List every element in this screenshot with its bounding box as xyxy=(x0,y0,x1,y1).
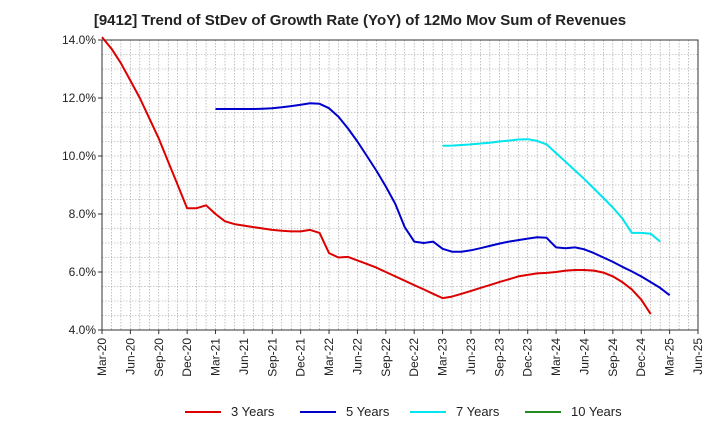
legend-swatch xyxy=(525,410,561,413)
legend-item-10-years: 10 Years xyxy=(525,404,622,419)
x-tick-label: Sep-20 xyxy=(152,338,166,377)
y-tick-label: 12.0% xyxy=(62,91,96,105)
legend-swatch xyxy=(410,410,446,413)
x-tick-label: Jun-21 xyxy=(237,338,251,375)
x-tick-label: Dec-22 xyxy=(407,338,421,377)
x-tick-label: Jun-24 xyxy=(577,338,591,375)
series-line-3-years xyxy=(101,36,652,315)
x-tick-label: Dec-24 xyxy=(634,338,648,377)
legend-label: 7 Years xyxy=(456,404,500,419)
x-tick-label: Mar-20 xyxy=(95,338,109,376)
y-tick-label: 4.0% xyxy=(69,323,97,337)
x-tick-label: Mar-21 xyxy=(209,338,223,376)
x-tick-label: Sep-21 xyxy=(265,338,279,377)
legend-swatch xyxy=(300,410,336,413)
y-tick-label: 8.0% xyxy=(69,207,97,221)
x-tick-label: Jun-25 xyxy=(691,338,705,375)
x-tick-label: Mar-23 xyxy=(436,338,450,376)
legend-label: 10 Years xyxy=(571,404,622,419)
chart-title: [9412] Trend of StDev of Growth Rate (Yo… xyxy=(93,12,627,29)
x-tick-label: Sep-24 xyxy=(606,338,620,377)
x-tick-label: Dec-20 xyxy=(180,338,194,377)
x-tick-label: Jun-20 xyxy=(123,338,137,375)
x-tick-label: Sep-22 xyxy=(379,338,393,377)
y-tick-label: 6.0% xyxy=(69,265,97,279)
x-tick-label: Dec-23 xyxy=(521,338,535,377)
legend-item-5-years: 5 Years xyxy=(300,404,389,419)
x-tick-label: Sep-23 xyxy=(492,338,506,377)
plot-frame xyxy=(101,39,699,331)
x-tick-label: Mar-24 xyxy=(549,338,563,376)
x-tick-label: Dec-21 xyxy=(294,338,308,377)
y-tick-label: 10.0% xyxy=(62,149,96,163)
x-tick-label: Jun-22 xyxy=(350,338,364,375)
x-tick-label: Jun-23 xyxy=(464,338,478,375)
legend-label: 5 Years xyxy=(346,404,390,419)
legend-label: 3 Years xyxy=(231,404,275,419)
x-tick-label: Mar-22 xyxy=(322,338,336,376)
x-tick-label: Mar-25 xyxy=(663,338,677,376)
y-tick-label: 14.0% xyxy=(62,33,96,47)
chart-legend: 3 Years 5 Years 7 Years 10 Years xyxy=(0,404,720,426)
legend-item-7-years: 7 Years xyxy=(410,404,499,419)
series-line-7-years xyxy=(442,138,661,243)
legend-item-3-years: 3 Years xyxy=(185,404,274,419)
series-line-5-years xyxy=(215,102,671,296)
legend-swatch xyxy=(185,410,221,413)
